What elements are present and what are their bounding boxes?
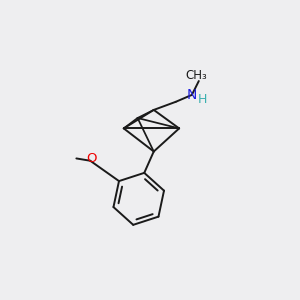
Text: N: N	[187, 88, 197, 102]
Text: O: O	[87, 152, 97, 165]
Text: H: H	[198, 94, 207, 106]
Text: CH₃: CH₃	[186, 69, 207, 82]
